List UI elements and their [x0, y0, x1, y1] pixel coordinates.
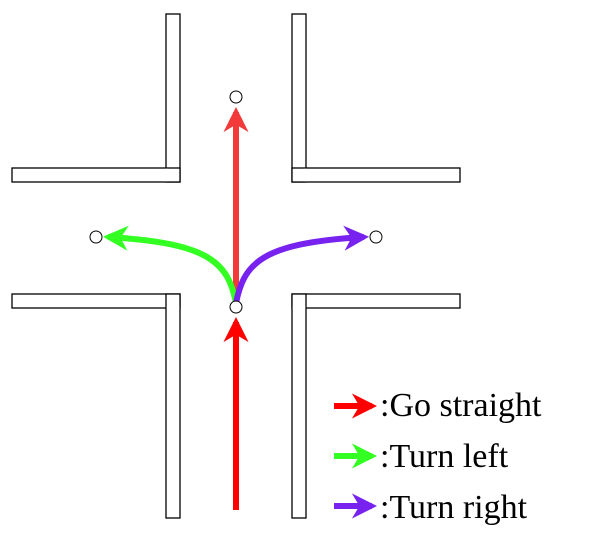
legend: :Go straight :Turn left :Turn right	[334, 387, 542, 526]
legend-item-right: :Turn right	[334, 489, 528, 526]
node-right	[369, 230, 383, 244]
wall-bottom-right	[291, 293, 461, 519]
wall-top-right	[291, 13, 461, 183]
node-left	[89, 230, 103, 244]
node-center	[229, 300, 243, 314]
legend-item-straight: :Go straight	[334, 387, 542, 424]
legend-label-right: :Turn right	[380, 489, 528, 526]
left-turn-arrow	[102, 225, 239, 304]
legend-label-straight: :Go straight	[380, 387, 542, 424]
legend-label-left: :Turn left	[380, 438, 509, 475]
legend-item-left: :Turn left	[334, 438, 509, 475]
wall-bottom-left	[11, 293, 181, 519]
wall-top-left	[11, 13, 181, 183]
right-turn-arrow	[233, 225, 370, 304]
node-top	[229, 90, 243, 104]
